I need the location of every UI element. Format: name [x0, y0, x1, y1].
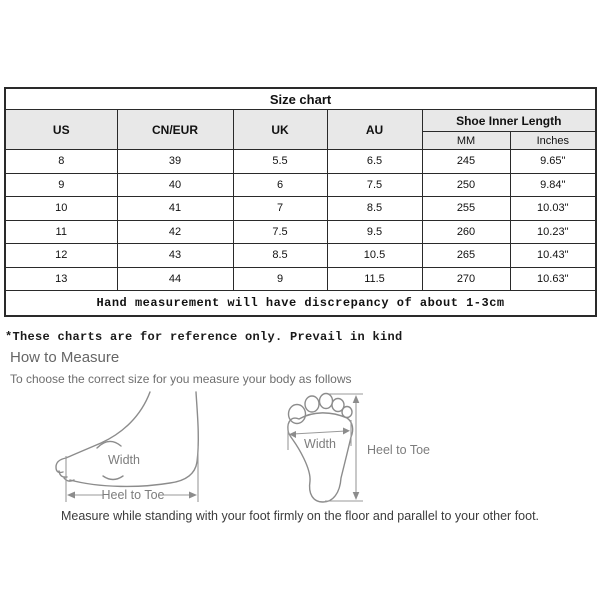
size-cell: 40 — [116, 172, 234, 197]
big-toe — [287, 403, 307, 425]
arrowhead-up — [352, 395, 360, 403]
table-row: 9 40 6 7.5 250 9.84" — [4, 172, 597, 197]
foot-top-view-diagram: Width Heel to Toe — [287, 392, 430, 503]
foot-width-band — [96, 440, 122, 449]
foot-sole-outline — [287, 412, 354, 503]
measure-caption: Measure while standing with your foot fi… — [60, 509, 540, 523]
size-cell: 10 — [4, 196, 118, 221]
column-header-inches: Inches — [509, 131, 597, 150]
size-cell: 7 — [232, 196, 328, 221]
table-title-row: Size chart — [4, 87, 597, 110]
size-cell: 9.5 — [326, 219, 423, 244]
table-row: 11 42 7.5 9.5 260 10.23" — [4, 219, 597, 244]
size-cell: 11 — [4, 219, 118, 244]
table-header-row: US CN/EUR UK AU Shoe Inner Length — [4, 108, 597, 150]
toe — [304, 395, 320, 413]
column-header-cn-eur: CN/EUR — [116, 109, 234, 150]
column-header-au: AU — [326, 109, 423, 150]
column-header-uk: UK — [232, 109, 328, 150]
arrowhead-left — [67, 491, 75, 499]
top-heel-to-toe-label: Heel to Toe — [367, 443, 430, 457]
table-title: Size chart — [4, 87, 597, 110]
size-cell: 9.84" — [509, 172, 597, 197]
side-width-label: Width — [108, 453, 140, 467]
size-cell: 11.5 — [326, 266, 423, 291]
size-cell: 44 — [116, 266, 234, 291]
size-cell: 6 — [232, 172, 328, 197]
size-cell: 255 — [421, 196, 511, 221]
table-footnote-row: Hand measurement will have discrepancy o… — [4, 290, 597, 317]
size-cell: 10.23" — [509, 219, 597, 244]
size-cell: 13 — [4, 266, 118, 291]
size-cell: 8.5 — [326, 196, 423, 221]
size-cell: 9 — [232, 266, 328, 291]
toe — [318, 392, 334, 410]
size-cell: 250 — [421, 172, 511, 197]
table-row: 13 44 9 11.5 270 10.63" — [4, 266, 597, 291]
toe — [331, 397, 345, 413]
size-cell: 42 — [116, 219, 234, 244]
size-cell: 41 — [116, 196, 234, 221]
size-rows: 8 39 5.5 6.5 245 9.65" 9 40 6 7.5 250 9.84" 10 41 7 8.5… — [4, 149, 597, 291]
size-cell: 7.5 — [232, 219, 328, 244]
foot-instep-line — [65, 391, 151, 459]
size-cell: 5.5 — [232, 149, 328, 174]
table-row: 12 43 8.5 10.5 265 10.43" — [4, 243, 597, 268]
size-cell: 265 — [421, 243, 511, 268]
size-chart-table: Size chart US CN/EUR UK AU Shoe Inner Le… — [4, 87, 598, 317]
size-cell: 6.5 — [326, 149, 423, 174]
reference-note: *These charts are for reference only. Pr… — [5, 330, 403, 344]
foot-toe-line — [55, 457, 67, 474]
measure-arrow-line — [292, 430, 347, 435]
column-header-shoe-inner-length: Shoe Inner Length — [421, 108, 597, 133]
how-to-measure-subtitle: To choose the correct size for you measu… — [10, 372, 352, 386]
arrowhead-down — [352, 492, 360, 500]
table-row: 10 41 7 8.5 255 10.03" — [4, 196, 597, 221]
size-cell: 260 — [421, 219, 511, 244]
size-cell: 10.63" — [509, 266, 597, 291]
how-to-measure-heading: How to Measure — [10, 349, 120, 366]
size-cell: 245 — [421, 149, 511, 174]
foot-width-band-under — [102, 475, 124, 481]
foot-side-view-diagram: Width Heel to Toe — [55, 391, 199, 502]
size-cell: 12 — [4, 243, 118, 268]
column-header-us: US — [4, 109, 118, 150]
size-cell: 10.43" — [509, 243, 597, 268]
column-header-mm: MM — [421, 131, 511, 150]
size-cell: 10.5 — [326, 243, 423, 268]
top-width-label: Width — [304, 437, 336, 451]
side-heel-to-toe-label: Heel to Toe — [101, 488, 164, 502]
size-cell: 7.5 — [326, 172, 423, 197]
arrowhead-left — [289, 431, 296, 438]
table-row: 8 39 5.5 6.5 245 9.65" — [4, 149, 597, 174]
arrowhead-right — [189, 491, 197, 499]
size-cell: 10.03" — [509, 196, 597, 221]
size-cell: 9 — [4, 172, 118, 197]
foot-sole-line — [69, 461, 198, 488]
size-cell: 270 — [421, 266, 511, 291]
arrowhead-right — [343, 427, 350, 435]
size-cell: 8 — [4, 149, 118, 174]
size-cell: 39 — [116, 149, 234, 174]
table-footnote: Hand measurement will have discrepancy o… — [4, 290, 597, 317]
size-cell: 43 — [116, 243, 234, 268]
size-cell: 8.5 — [232, 243, 328, 268]
table-subheader-row: MM Inches — [5, 131, 597, 150]
size-cell: 9.65" — [509, 149, 597, 174]
